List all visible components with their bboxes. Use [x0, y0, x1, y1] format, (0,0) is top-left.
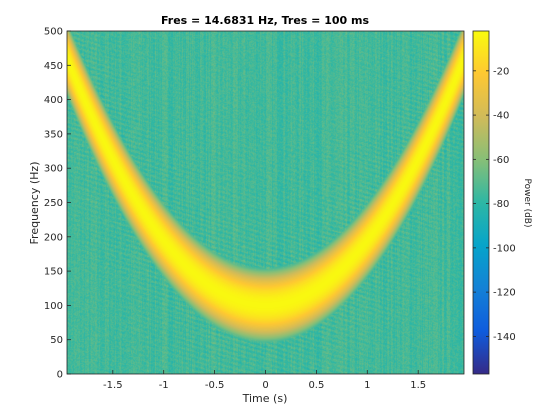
y-tick-label: 150: [44, 267, 63, 278]
y-tick-label: 200: [44, 232, 63, 243]
x-tick-label: -0.5: [205, 380, 225, 391]
colorbar: [473, 31, 489, 374]
colorbar-tick-label: -120: [493, 288, 516, 299]
colorbar-tick-label: -140: [493, 332, 516, 343]
x-tick-label: 1.5: [410, 380, 426, 391]
y-axis-ticks: 0 50 100 150 200 250 300 350 400 450 500: [44, 27, 71, 381]
y-axis-label: Frequency (Hz): [28, 162, 41, 245]
x-axis-label: Time (s): [242, 392, 288, 405]
y-tick-label: 350: [44, 129, 63, 140]
colorbar-ticks: -20 -40 -60 -80 -100 -120 -140: [473, 66, 516, 343]
y-tick-label: 50: [50, 335, 63, 346]
chart-title: Fres = 14.6831 Hz, Tres = 100 ms: [161, 14, 370, 27]
x-tick-label: 0.5: [308, 380, 324, 391]
y-tick-label: 500: [44, 27, 63, 38]
colorbar-tick-label: -100: [493, 243, 516, 254]
x-tick-label: -1: [159, 380, 169, 391]
y-tick-label: 450: [44, 61, 63, 72]
x-axis-ticks: -1.5 -1 -0.5 0 0.5 1 1.5: [103, 370, 426, 391]
x-tick-label: 1: [364, 380, 370, 391]
colorbar-tick-label: -40: [493, 111, 509, 122]
spectrogram-heatmap: [67, 31, 464, 374]
x-tick-label: 0: [262, 380, 268, 391]
colorbar-tick-label: -20: [493, 66, 509, 77]
colorbar-frame: [472, 30, 490, 375]
y-tick-label: 250: [44, 198, 63, 209]
y-tick-label: 400: [44, 95, 63, 106]
colorbar-label: Power (dB): [522, 179, 532, 228]
y-tick-label: 0: [57, 370, 63, 381]
y-tick-label: 300: [44, 164, 63, 175]
colorbar-tick-label: -60: [493, 155, 509, 166]
colorbar-tick-label: -80: [493, 199, 509, 210]
x-tick-label: -1.5: [103, 380, 123, 391]
y-tick-label: 100: [44, 301, 63, 312]
